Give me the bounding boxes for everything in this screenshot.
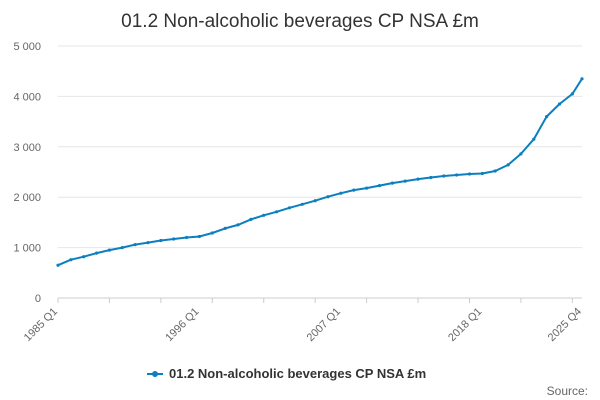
data-point[interactable]: [287, 206, 292, 210]
series-line: [57, 78, 583, 267]
data-point[interactable]: [107, 248, 111, 252]
y-tick-label: 3 000: [13, 142, 41, 154]
legend[interactable]: 01.2 Non-alcoholic beverages CP NSA £m: [147, 366, 426, 381]
legend-label: 01.2 Non-alcoholic beverages CP NSA £m: [169, 366, 426, 381]
data-point[interactable]: [352, 188, 356, 192]
data-point[interactable]: [82, 255, 86, 259]
data-point[interactable]: [172, 237, 176, 241]
data-point[interactable]: [377, 184, 382, 188]
data-point[interactable]: [416, 177, 420, 181]
x-tick-label: 2007 Q1: [305, 306, 343, 344]
x-tick-label: 2018 Q1: [446, 306, 484, 344]
grid-lines: [58, 45, 582, 299]
data-point[interactable]: [210, 231, 214, 235]
x-axis: 1985 Q1 1996 Q1 2007 Q1 2018 Q1 2025 Q4: [22, 297, 584, 344]
data-point[interactable]: [223, 226, 227, 230]
data-point[interactable]: [390, 181, 394, 185]
data-point[interactable]: [159, 238, 163, 243]
x-tick-label: 2025 Q4: [546, 306, 584, 344]
x-tick-label: 1985 Q1: [22, 306, 60, 344]
x-tick-label: 1996 Q1: [163, 306, 201, 344]
data-point[interactable]: [120, 246, 124, 250]
data-point[interactable]: [249, 217, 253, 221]
data-point[interactable]: [570, 92, 575, 96]
y-tick-label: 2 000: [13, 192, 41, 204]
data-point[interactable]: [365, 186, 369, 190]
legend-marker: [152, 371, 158, 377]
data-point[interactable]: [262, 213, 266, 217]
series-layer: [56, 77, 584, 267]
y-tick-label: 5 000: [13, 41, 41, 53]
y-tick-label: 4 000: [13, 91, 41, 103]
y-tick-label: 1 000: [13, 243, 41, 255]
data-point[interactable]: [326, 195, 330, 199]
data-point[interactable]: [455, 173, 459, 177]
data-point[interactable]: [339, 191, 343, 195]
data-point[interactable]: [580, 77, 584, 81]
data-point[interactable]: [69, 258, 73, 262]
data-point[interactable]: [56, 263, 60, 267]
data-point[interactable]: [519, 152, 523, 156]
chart-title: 01.2 Non-alcoholic beverages CP NSA £m: [121, 11, 479, 32]
y-axis-ticks: 0 1 000 2 000 3 000 4 000 5 000: [13, 41, 41, 305]
data-point[interactable]: [236, 223, 240, 227]
data-point[interactable]: [557, 102, 562, 106]
data-point[interactable]: [493, 169, 497, 173]
data-point[interactable]: [403, 179, 407, 183]
data-point[interactable]: [506, 163, 510, 167]
data-point[interactable]: [197, 234, 201, 239]
data-point[interactable]: [532, 137, 536, 141]
source-label: Source:: [547, 384, 588, 398]
data-point[interactable]: [300, 202, 304, 206]
data-point[interactable]: [95, 251, 99, 255]
data-point[interactable]: [545, 115, 549, 119]
data-point[interactable]: [146, 241, 150, 245]
data-point[interactable]: [185, 235, 189, 240]
data-point[interactable]: [429, 175, 433, 180]
data-point[interactable]: [442, 174, 446, 178]
data-point[interactable]: [480, 171, 484, 176]
data-point[interactable]: [133, 243, 137, 247]
data-point[interactable]: [467, 172, 472, 176]
data-point[interactable]: [275, 210, 279, 214]
data-point[interactable]: [313, 199, 317, 203]
y-tick-label: 0: [35, 293, 41, 305]
